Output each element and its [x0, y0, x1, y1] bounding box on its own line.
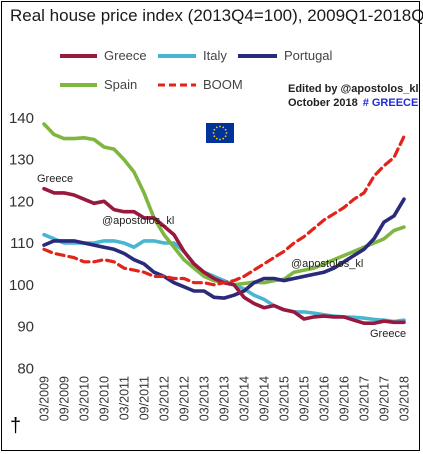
cross-symbol: † — [10, 415, 21, 437]
series-lines — [42, 122, 406, 326]
y-tick-label: 110 — [10, 235, 34, 252]
eu-flag-star — [222, 137, 225, 140]
legend-label-portugal: Portugal — [284, 48, 333, 63]
x-tick-label: 09/2017 — [378, 376, 392, 421]
legend-label-italy: Italy — [203, 48, 227, 63]
eu-flag-star — [213, 135, 216, 138]
x-tick-label: 03/2017 — [358, 376, 372, 421]
series-line-boom — [42, 134, 406, 287]
legend-label-boom: BOOM — [203, 77, 243, 92]
x-tick-label: 09/2009 — [58, 376, 72, 421]
x-tick-label: 03/2011 — [118, 376, 132, 420]
x-tick-label: 03/2016 — [318, 376, 332, 421]
eu-flag-star — [215, 137, 218, 140]
x-tick-label: 09/2011 — [138, 376, 152, 420]
x-tick-label: 03/2014 — [238, 376, 252, 421]
chart-title: Real house price index (2013Q4=100), 200… — [10, 6, 423, 25]
credit-date: October 2018 — [288, 97, 358, 109]
watermark-2: @apostolos_kl — [291, 258, 363, 270]
x-tick-label: 03/2018 — [398, 376, 412, 421]
legend-item-portugal: Portugal — [238, 48, 333, 63]
annotation-greece-end: Greece — [370, 328, 406, 340]
y-tick-label: 80 — [17, 360, 34, 377]
eu-flag-star — [225, 132, 228, 134]
y-tick-label: 120 — [9, 193, 34, 210]
series-line-portugal — [42, 197, 406, 300]
eu-flag-star — [219, 138, 221, 141]
x-tick-label: 03/2010 — [78, 376, 92, 421]
legend-item-italy: Italy — [158, 48, 227, 63]
legend-item-spain: Spain — [60, 77, 137, 92]
eu-flag-star — [219, 125, 221, 128]
eu-flag-star — [224, 128, 227, 131]
y-tick-label: 130 — [9, 152, 34, 169]
eu-flag-star — [212, 132, 215, 134]
x-tick-label: 09/2012 — [178, 376, 192, 421]
y-tick-label: 100 — [9, 277, 34, 294]
eu-flag-star — [215, 126, 218, 129]
legend-item-greece: Greece — [60, 48, 147, 63]
x-tick-label: 09/2010 — [98, 376, 112, 421]
x-tick-label: 03/2013 — [198, 376, 212, 421]
credit-line-2: October 2018 # GREECE — [288, 97, 418, 109]
eu-flag-background — [206, 123, 234, 143]
legend: Greece Italy Portugal Spain BOOM — [60, 48, 333, 92]
legend-label-greece: Greece — [104, 48, 147, 63]
eu-flag-star — [224, 135, 227, 138]
legend-item-boom: BOOM — [158, 77, 243, 92]
x-tick-label: 09/2015 — [298, 376, 312, 421]
y-tick-label: 140 — [9, 110, 34, 127]
x-axis: 03/2009 09/2009 03/2010 09/2010 03/2011 09/20… — [38, 376, 412, 421]
credit-line-1: Edited by @apostolos_kl — [288, 83, 419, 95]
legend-label-spain: Spain — [104, 77, 137, 92]
annotation-greece-start: Greece — [37, 173, 73, 185]
eu-flag-star — [222, 126, 225, 129]
y-axis: 80 90 100 110 120 130 140 — [9, 110, 34, 377]
x-tick-label: 03/2015 — [278, 376, 292, 421]
x-tick-label: 03/2012 — [158, 376, 172, 421]
eu-flag-star — [213, 128, 216, 131]
eu-flag-icon — [206, 123, 234, 143]
x-tick-label: 09/2014 — [258, 376, 272, 421]
x-tick-label: 03/2009 — [38, 376, 52, 421]
y-tick-label: 90 — [17, 319, 34, 336]
watermark-1: @apostolos_kl — [102, 215, 174, 227]
x-tick-label: 09/2013 — [218, 376, 232, 421]
credit-hashtag: # GREECE — [363, 97, 419, 109]
eu-flag-stars — [212, 125, 228, 141]
x-tick-label: 09/2016 — [338, 376, 352, 421]
